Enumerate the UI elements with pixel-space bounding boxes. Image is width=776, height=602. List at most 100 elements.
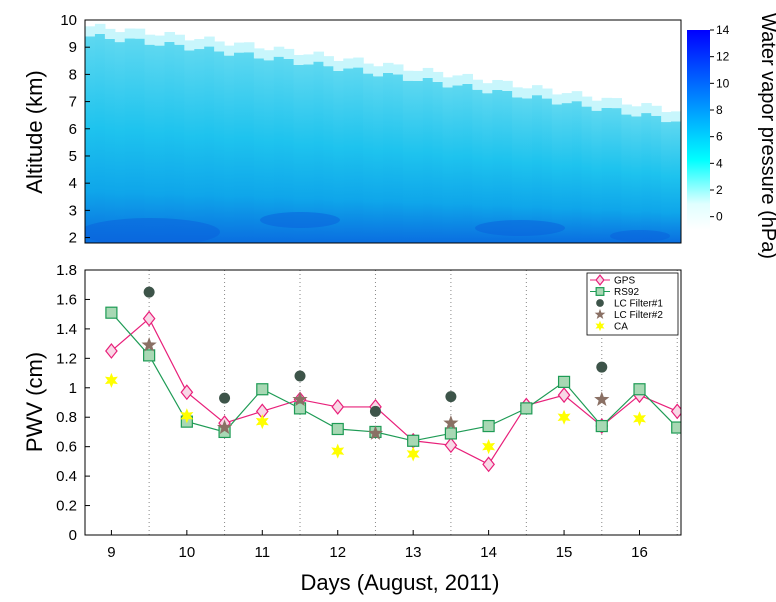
heatmap-blob: [260, 212, 340, 228]
point-ca: [633, 411, 646, 427]
point-ca: [255, 414, 269, 430]
heatmap-blob: [475, 220, 565, 236]
heatmap-fringe: [541, 88, 553, 99]
heatmap-fringe: [204, 36, 215, 47]
point-lc-filter-1: [596, 361, 608, 373]
heatmap-fringe: [601, 97, 613, 108]
series-line-rs92: [110, 312, 678, 442]
heatmap-column: [134, 38, 146, 243]
heatmap-column: [343, 68, 354, 243]
x-tick-label: 11: [255, 544, 271, 561]
pwv-y-tick-label: 1.6: [56, 291, 77, 308]
heatmap-fringe: [323, 56, 334, 67]
heatmap-fringe: [85, 26, 96, 37]
heatmap-column: [561, 103, 573, 243]
x-tick-label: 14: [480, 544, 497, 561]
point-rs92: [105, 306, 118, 319]
heatmap-fringe: [392, 64, 404, 75]
heatmap-column: [621, 114, 632, 243]
heatmap-fringe: [591, 100, 603, 111]
heatmap-column: [114, 42, 126, 243]
heatmap-fringe: [234, 42, 245, 53]
colorbar-gradient: [687, 30, 710, 230]
point-lc-filter-2: [141, 337, 157, 352]
heatmap-column: [512, 97, 523, 243]
heatmap-fringe: [621, 104, 632, 115]
heatmap-column: [104, 38, 116, 243]
point-lc-filter-2: [292, 391, 308, 407]
heatmap-fringe: [442, 77, 454, 88]
point-rs92: [557, 375, 571, 388]
heatmap-y-ticks: 2 3 4 5 6 7 8 9 10: [60, 12, 90, 247]
heatmap-column: [234, 52, 245, 243]
legend-marker-gps: [595, 274, 605, 286]
heatmap-column: [353, 67, 364, 243]
pwv-x-ticks: 9 10 11 12 13 14 15 16: [107, 530, 648, 561]
point-lc-filter-1: [369, 405, 381, 417]
legend-marker-rs92: [595, 287, 605, 296]
heatmap-fringe: [492, 79, 503, 90]
point-gps: [482, 456, 495, 473]
pwv-y-tick-label: 1.2: [56, 350, 77, 367]
pwv-y-axis-label: PWV (cm): [22, 352, 47, 452]
heatmap-fringe: [402, 70, 414, 81]
x-tick-label: 10: [179, 544, 196, 561]
heatmap-column: [94, 33, 106, 243]
heatmap-column: [641, 113, 652, 243]
heatmap-y-tick-label: 9: [69, 39, 77, 56]
heatmap-fringe: [631, 106, 642, 117]
heatmap-fringe: [571, 91, 583, 102]
heatmap-fringe: [104, 28, 116, 39]
heatmap-column: [303, 64, 315, 243]
heatmap-column: [422, 77, 434, 243]
point-lc-filter-1: [294, 370, 306, 382]
point-gps: [105, 343, 118, 359]
legend-label-gps: GPS: [614, 276, 635, 287]
heatmap-blob: [85, 218, 220, 243]
heatmap-column: [293, 64, 305, 243]
heatmap-fringe: [94, 23, 106, 34]
heatmap-fringe: [512, 87, 523, 98]
heatmap-column: [532, 95, 543, 243]
point-gps: [180, 384, 194, 401]
colorbar-tick-label: 6: [716, 130, 723, 144]
colorbar-tick-label: 14: [716, 23, 730, 37]
heatmap-column: [283, 58, 295, 243]
point-gps: [331, 398, 345, 415]
heatmap-column: [224, 55, 235, 243]
point-ca: [557, 409, 571, 425]
pwv-chart: 0 0.2 0.4 0.6 0.8 1 1.2 1.4 1.6 1.8 9 10 11 12 13 14 15…: [22, 262, 682, 595]
colorbar-tick-label: 10: [716, 76, 730, 90]
heatmap-fringe: [412, 70, 424, 81]
pwv-y-ticks: 0 0.2 0.4 0.6 0.8 1 1.2 1.4 1.6 1.8: [56, 262, 90, 544]
heatmap-y-tick-label: 5: [69, 148, 77, 165]
point-ca: [331, 443, 345, 459]
heatmap-fringe: [363, 63, 374, 74]
heatmap-column: [541, 98, 553, 243]
series-layer: [104, 286, 681, 473]
heatmap-fringe: [174, 34, 185, 45]
point-ca: [482, 439, 496, 455]
legend-marker-lc-filter-1: [596, 299, 604, 307]
x-tick-label: 13: [405, 544, 422, 561]
heatmap-fringe: [462, 73, 473, 84]
heatmap-fringe: [373, 66, 384, 77]
pwv-y-tick-label: 0: [69, 527, 77, 544]
point-rs92: [595, 419, 608, 433]
point-rs92: [293, 402, 307, 415]
heatmap-column: [273, 56, 285, 243]
heatmap-column: [333, 70, 344, 243]
pwv-y-tick-label: 0.2: [56, 498, 77, 515]
heatmap-column: [243, 52, 255, 243]
heatmap-y-axis-label: Altitude (km): [22, 70, 47, 193]
heatmap-fringe: [164, 31, 175, 42]
heatmap-y-tick-label: 10: [60, 12, 77, 29]
point-ca: [180, 408, 194, 424]
colorbar-tick-label: 12: [716, 50, 730, 64]
heatmap-column: [263, 60, 275, 243]
heatmap-fringe: [551, 94, 563, 105]
heatmap-fringe: [532, 85, 543, 96]
x-tick-label: 12: [329, 544, 346, 561]
